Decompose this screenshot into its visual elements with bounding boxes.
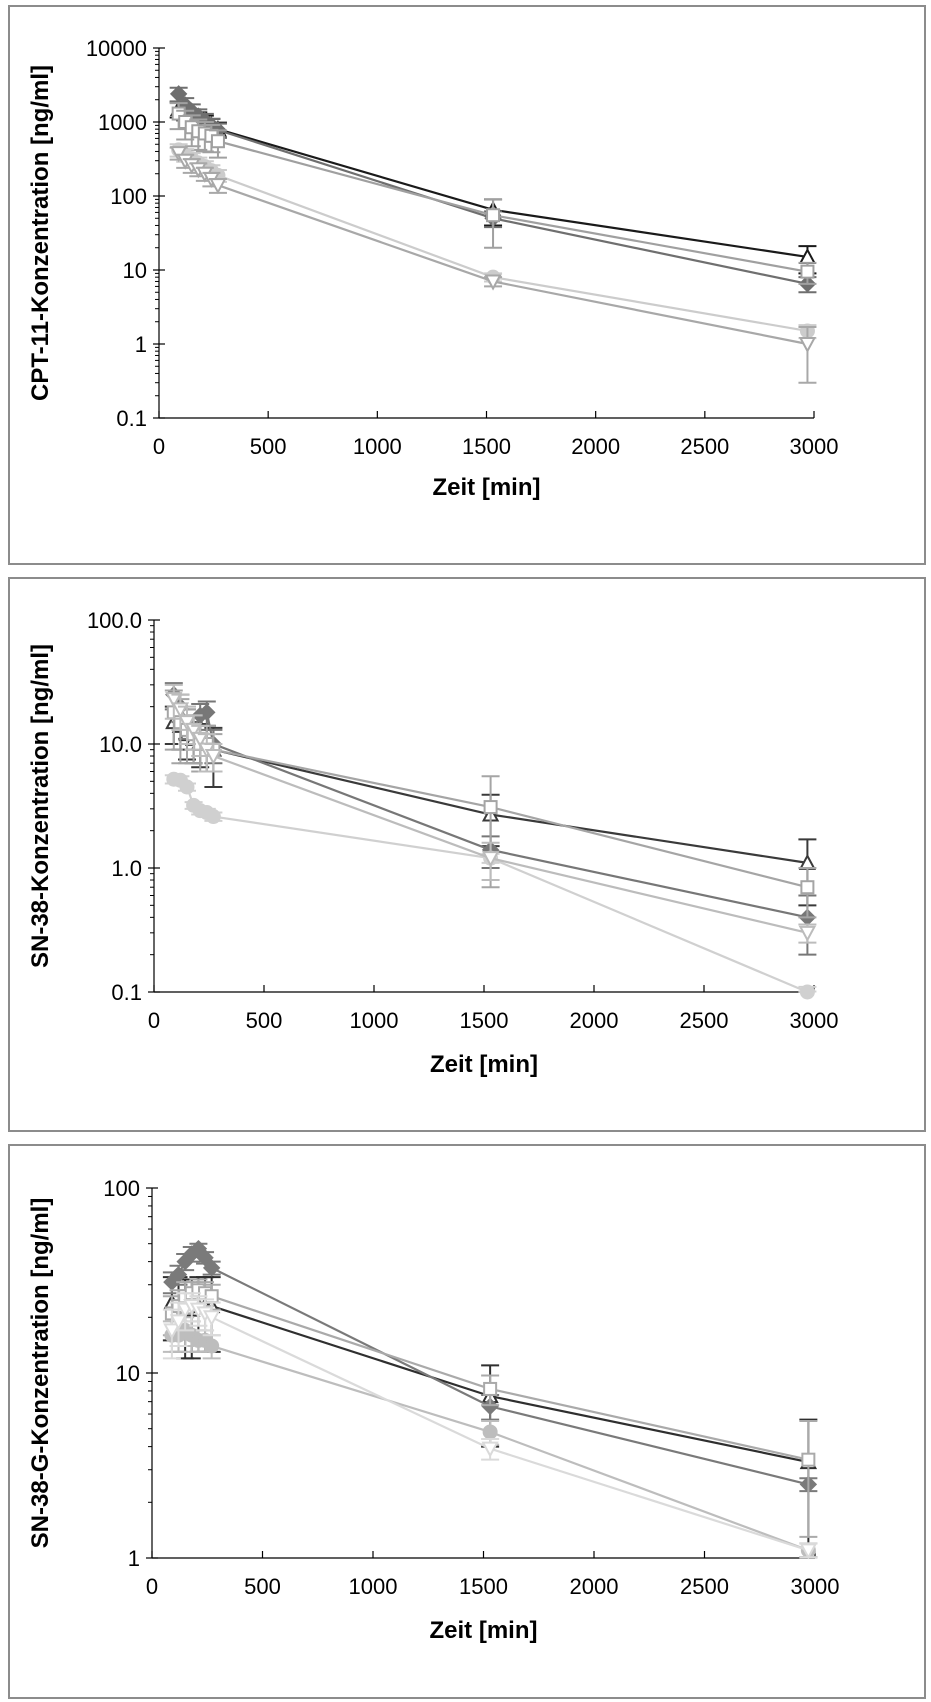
data-point [204, 1289, 219, 1304]
data-point [163, 1323, 181, 1340]
chart-panel-sn38: 0 500 1000 1500 2000 2500 3000 0.1 1.0 10.0 100.0 Z… [8, 577, 926, 1132]
x-tick-label: 0 [153, 434, 165, 459]
chart-sn38: 0 500 1000 1500 2000 2500 3000 0.1 1.0 10.0 100.0 Z… [27, 608, 839, 1078]
chart-sn38g: 0 500 1000 1500 2000 2500 3000 1 10 100 Zeit [min]… [27, 1176, 840, 1644]
data-point [484, 274, 502, 291]
series-5 [164, 683, 817, 944]
data-point [801, 1452, 816, 1467]
y-axis-title: CPT-11-Konzentration [ng/ml] [27, 65, 54, 401]
x-tick-label: 1000 [353, 434, 402, 459]
x-tick-label: 2000 [571, 434, 620, 459]
series-3 [169, 102, 817, 285]
y-tick-label: 0.1 [111, 980, 142, 1005]
x-tick-label: 0 [146, 1574, 158, 1599]
data-point [486, 208, 501, 223]
chart-cpt11: 0 500 1000 1500 2000 2500 3000 0.1 1 10 100 1000 100… [27, 36, 839, 501]
data-point [204, 749, 223, 766]
y-tick-label: 10 [116, 1361, 140, 1386]
x-tick-label: 1500 [460, 1008, 509, 1033]
data-point [800, 880, 815, 895]
data-point [198, 703, 216, 722]
y-tick-label: 10.0 [99, 732, 142, 757]
x-tick-label: 2500 [680, 1008, 729, 1033]
y-tick-label: 100 [110, 184, 147, 209]
data-point [481, 1441, 499, 1458]
series-2 [169, 85, 817, 294]
x-tick-label: 1500 [459, 1574, 508, 1599]
x-tick-label: 3000 [790, 434, 839, 459]
data-point [184, 722, 203, 739]
y-tick-label: 1 [135, 332, 147, 357]
x-axis-title: Zeit [min] [430, 1051, 538, 1078]
y-tick-label: 1.0 [111, 856, 142, 881]
x-tick-label: 3000 [790, 1008, 839, 1033]
y-tick-label: 100 [103, 1176, 140, 1201]
data-point [165, 692, 183, 709]
data-point [205, 809, 221, 825]
x-axis-title: Zeit [min] [430, 1617, 538, 1644]
x-tick-label: 500 [250, 434, 287, 459]
x-tick-label: 2000 [570, 1008, 619, 1033]
x-tick-label: 2000 [570, 1574, 619, 1599]
chart-panel-cpt11: 0 500 1000 1500 2000 2500 3000 0.1 1 10 100 1000 100… [8, 5, 926, 565]
data-point [191, 731, 209, 748]
y-tick-label: 1000 [98, 110, 147, 135]
data-point [798, 925, 817, 942]
data-point [202, 1259, 221, 1277]
data-point [210, 134, 225, 149]
series-5 [162, 1292, 818, 1560]
data-point [481, 1397, 499, 1416]
y-tick-label: 1 [128, 1546, 140, 1571]
data-point [179, 779, 195, 795]
x-tick-label: 500 [246, 1008, 283, 1033]
y-tick-label: 100.0 [87, 608, 142, 633]
data-point [483, 800, 498, 815]
x-tick-label: 0 [148, 1008, 160, 1033]
y-axis-title: SN-38-G-Konzentration [ng/ml] [27, 1198, 54, 1549]
data-point [798, 337, 817, 354]
y-tick-label: 10000 [86, 36, 147, 61]
series-5 [169, 146, 817, 384]
data-point [799, 1543, 818, 1560]
x-tick-label: 3000 [791, 1574, 840, 1599]
data-point [209, 178, 227, 195]
data-point [169, 1314, 188, 1331]
x-tick-label: 1000 [349, 1574, 398, 1599]
x-tick-label: 500 [244, 1574, 281, 1599]
series-4 [164, 771, 817, 1000]
x-tick-label: 2500 [680, 1574, 729, 1599]
y-tick-label: 0.1 [116, 406, 147, 431]
chart-panel-sn38g: 0 500 1000 1500 2000 2500 3000 1 10 100 Zeit [min]… [8, 1144, 926, 1699]
x-tick-label: 1500 [462, 434, 511, 459]
x-tick-label: 2500 [680, 434, 729, 459]
data-point [202, 1310, 221, 1327]
data-point [482, 1424, 498, 1440]
data-point [800, 264, 815, 279]
data-point [481, 851, 500, 868]
series-3 [164, 689, 817, 919]
x-axis-title: Zeit [min] [433, 474, 541, 501]
data-point [799, 984, 815, 1000]
data-point [169, 146, 188, 163]
y-tick-label: 10 [123, 258, 147, 283]
data-point [483, 1381, 498, 1396]
y-axis-title: SN-38-Konzentration [ng/ml] [27, 644, 54, 968]
data-point [204, 1338, 220, 1354]
x-tick-label: 1000 [350, 1008, 399, 1033]
series-2 [162, 1239, 818, 1494]
